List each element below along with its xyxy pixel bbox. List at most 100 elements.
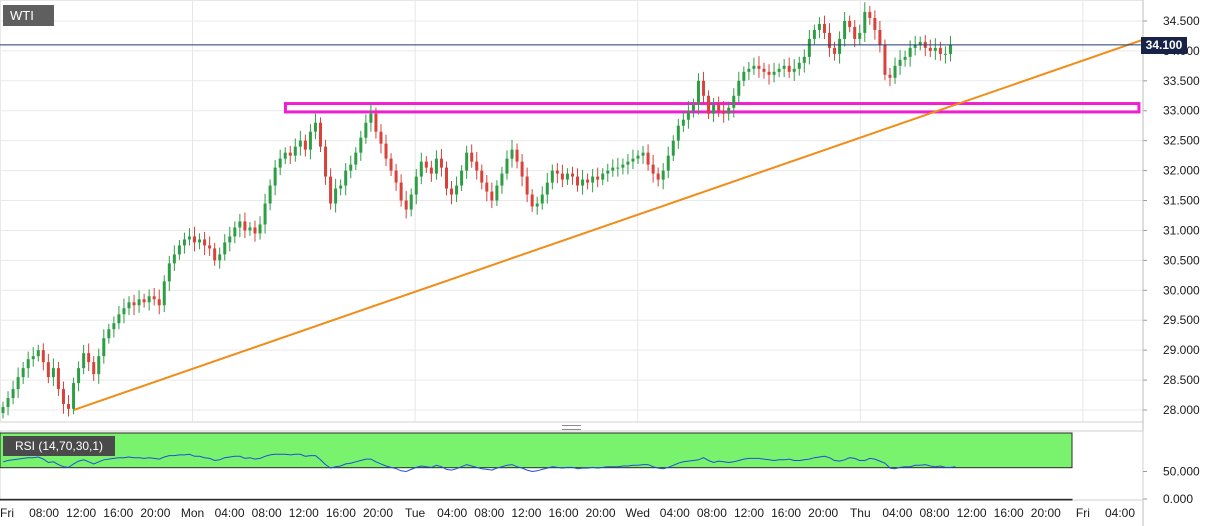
candle-down (873, 17, 877, 30)
candle-up (777, 68, 781, 72)
time-tick-label: 04:00 (437, 506, 467, 520)
candle-up (248, 227, 252, 231)
candle-down (822, 23, 826, 33)
candle-up (510, 149, 514, 159)
time-tick-label: 20:00 (1031, 506, 1061, 520)
candle-up (606, 170, 610, 174)
candle-up (6, 398, 10, 408)
time-tick-label: 04:00 (882, 506, 912, 520)
candle-up (495, 185, 499, 201)
time-tick-label: 16:00 (994, 506, 1024, 520)
last-price-tag: 34.100 (1141, 36, 1187, 54)
candle-down (152, 296, 156, 300)
candle-up (263, 203, 267, 225)
candle-up (807, 38, 811, 57)
candle-up (863, 11, 867, 33)
candle-down (868, 11, 872, 18)
candle-down (530, 194, 534, 207)
candle-down (253, 227, 257, 234)
candle-up (112, 323, 116, 330)
candle-up (72, 383, 76, 409)
candle-down (132, 302, 136, 306)
candle-down (938, 47, 942, 54)
time-tick-label: 04:00 (660, 506, 690, 520)
price-tick-label: 33.500 (1163, 74, 1200, 88)
candle-up (147, 296, 151, 303)
candle-up (666, 155, 670, 171)
candle-up (177, 245, 181, 255)
time-tick-label: 20:00 (140, 506, 170, 520)
candle-down (243, 221, 247, 231)
candle-up (611, 167, 615, 171)
candle-down (848, 20, 852, 27)
candle-down (570, 173, 574, 177)
candle-up (782, 65, 786, 69)
rsi-indicator-badge[interactable]: RSI (14,70,30,1) (3, 436, 115, 456)
candle-down (767, 71, 771, 75)
candle-down (828, 32, 832, 48)
candle-down (888, 74, 892, 78)
candle-down (475, 161, 479, 171)
candle-up (182, 239, 186, 246)
candle-down (717, 104, 721, 111)
candle-up (162, 281, 166, 306)
candle-down (757, 65, 761, 69)
candle-up (545, 182, 549, 195)
candle-up (16, 377, 20, 390)
time-tick-label: 12:00 (734, 506, 764, 520)
candle-down (399, 182, 403, 201)
rsi-tick-label: 50.000 (1163, 465, 1200, 479)
candle-up (364, 122, 368, 138)
candle-up (369, 113, 373, 123)
candle-down (883, 44, 887, 75)
candle-up (273, 167, 277, 186)
candle-down (41, 350, 45, 363)
candle-down (596, 176, 600, 180)
time-tick-label: Fri (1076, 506, 1090, 520)
candle-down (928, 47, 932, 51)
candle-up (676, 125, 680, 141)
time-tick-label: 20:00 (363, 506, 393, 520)
candle-down (450, 188, 454, 195)
candle-up (671, 140, 675, 156)
pane-resize-handle[interactable] (562, 425, 581, 430)
candle-down (319, 122, 322, 147)
candle-up (238, 221, 242, 228)
candle-up (742, 71, 746, 81)
price-axis[interactable]: 28.000 28.500 29.000 29.500 30.000 30.500 31.0… (1142, 0, 1200, 526)
candle-up (11, 389, 15, 399)
candle-down (520, 161, 524, 177)
candle-up (409, 194, 413, 210)
time-tick-label: 12:00 (66, 506, 96, 520)
main-pane-grid (0, 0, 1144, 500)
candle-down (707, 95, 711, 114)
candle-up (419, 161, 423, 177)
candle-down (394, 170, 398, 183)
candle-up (505, 158, 509, 174)
candle-down (157, 299, 161, 306)
time-axis[interactable]: Fri 08:00 12:00 16:00 20:00 Mon 04:00 08:00 12:0… (0, 506, 1135, 520)
candle-down (470, 152, 474, 162)
candle-up (732, 95, 736, 108)
candle-down (525, 176, 529, 195)
time-tick-label: 12:00 (511, 506, 541, 520)
candle-up (641, 152, 645, 156)
candle-up (898, 59, 902, 66)
candle-down (762, 68, 766, 72)
time-tick-label: Tue (405, 506, 426, 520)
candle-down (374, 113, 378, 132)
candle-up (334, 188, 338, 204)
symbol-badge[interactable]: WTI (3, 5, 54, 26)
candle-up (107, 329, 111, 339)
candle-down (379, 131, 383, 144)
candle-up (31, 356, 35, 360)
candle-up (817, 23, 821, 30)
candle-up (172, 254, 176, 264)
rsi-overbought-band (0, 432, 1073, 469)
candle-down (56, 368, 60, 390)
price-tick-label: 28.000 (1163, 403, 1200, 417)
candle-up (97, 356, 101, 375)
candle-up (686, 110, 690, 120)
candle-up (434, 158, 438, 174)
candle-down (490, 191, 494, 201)
